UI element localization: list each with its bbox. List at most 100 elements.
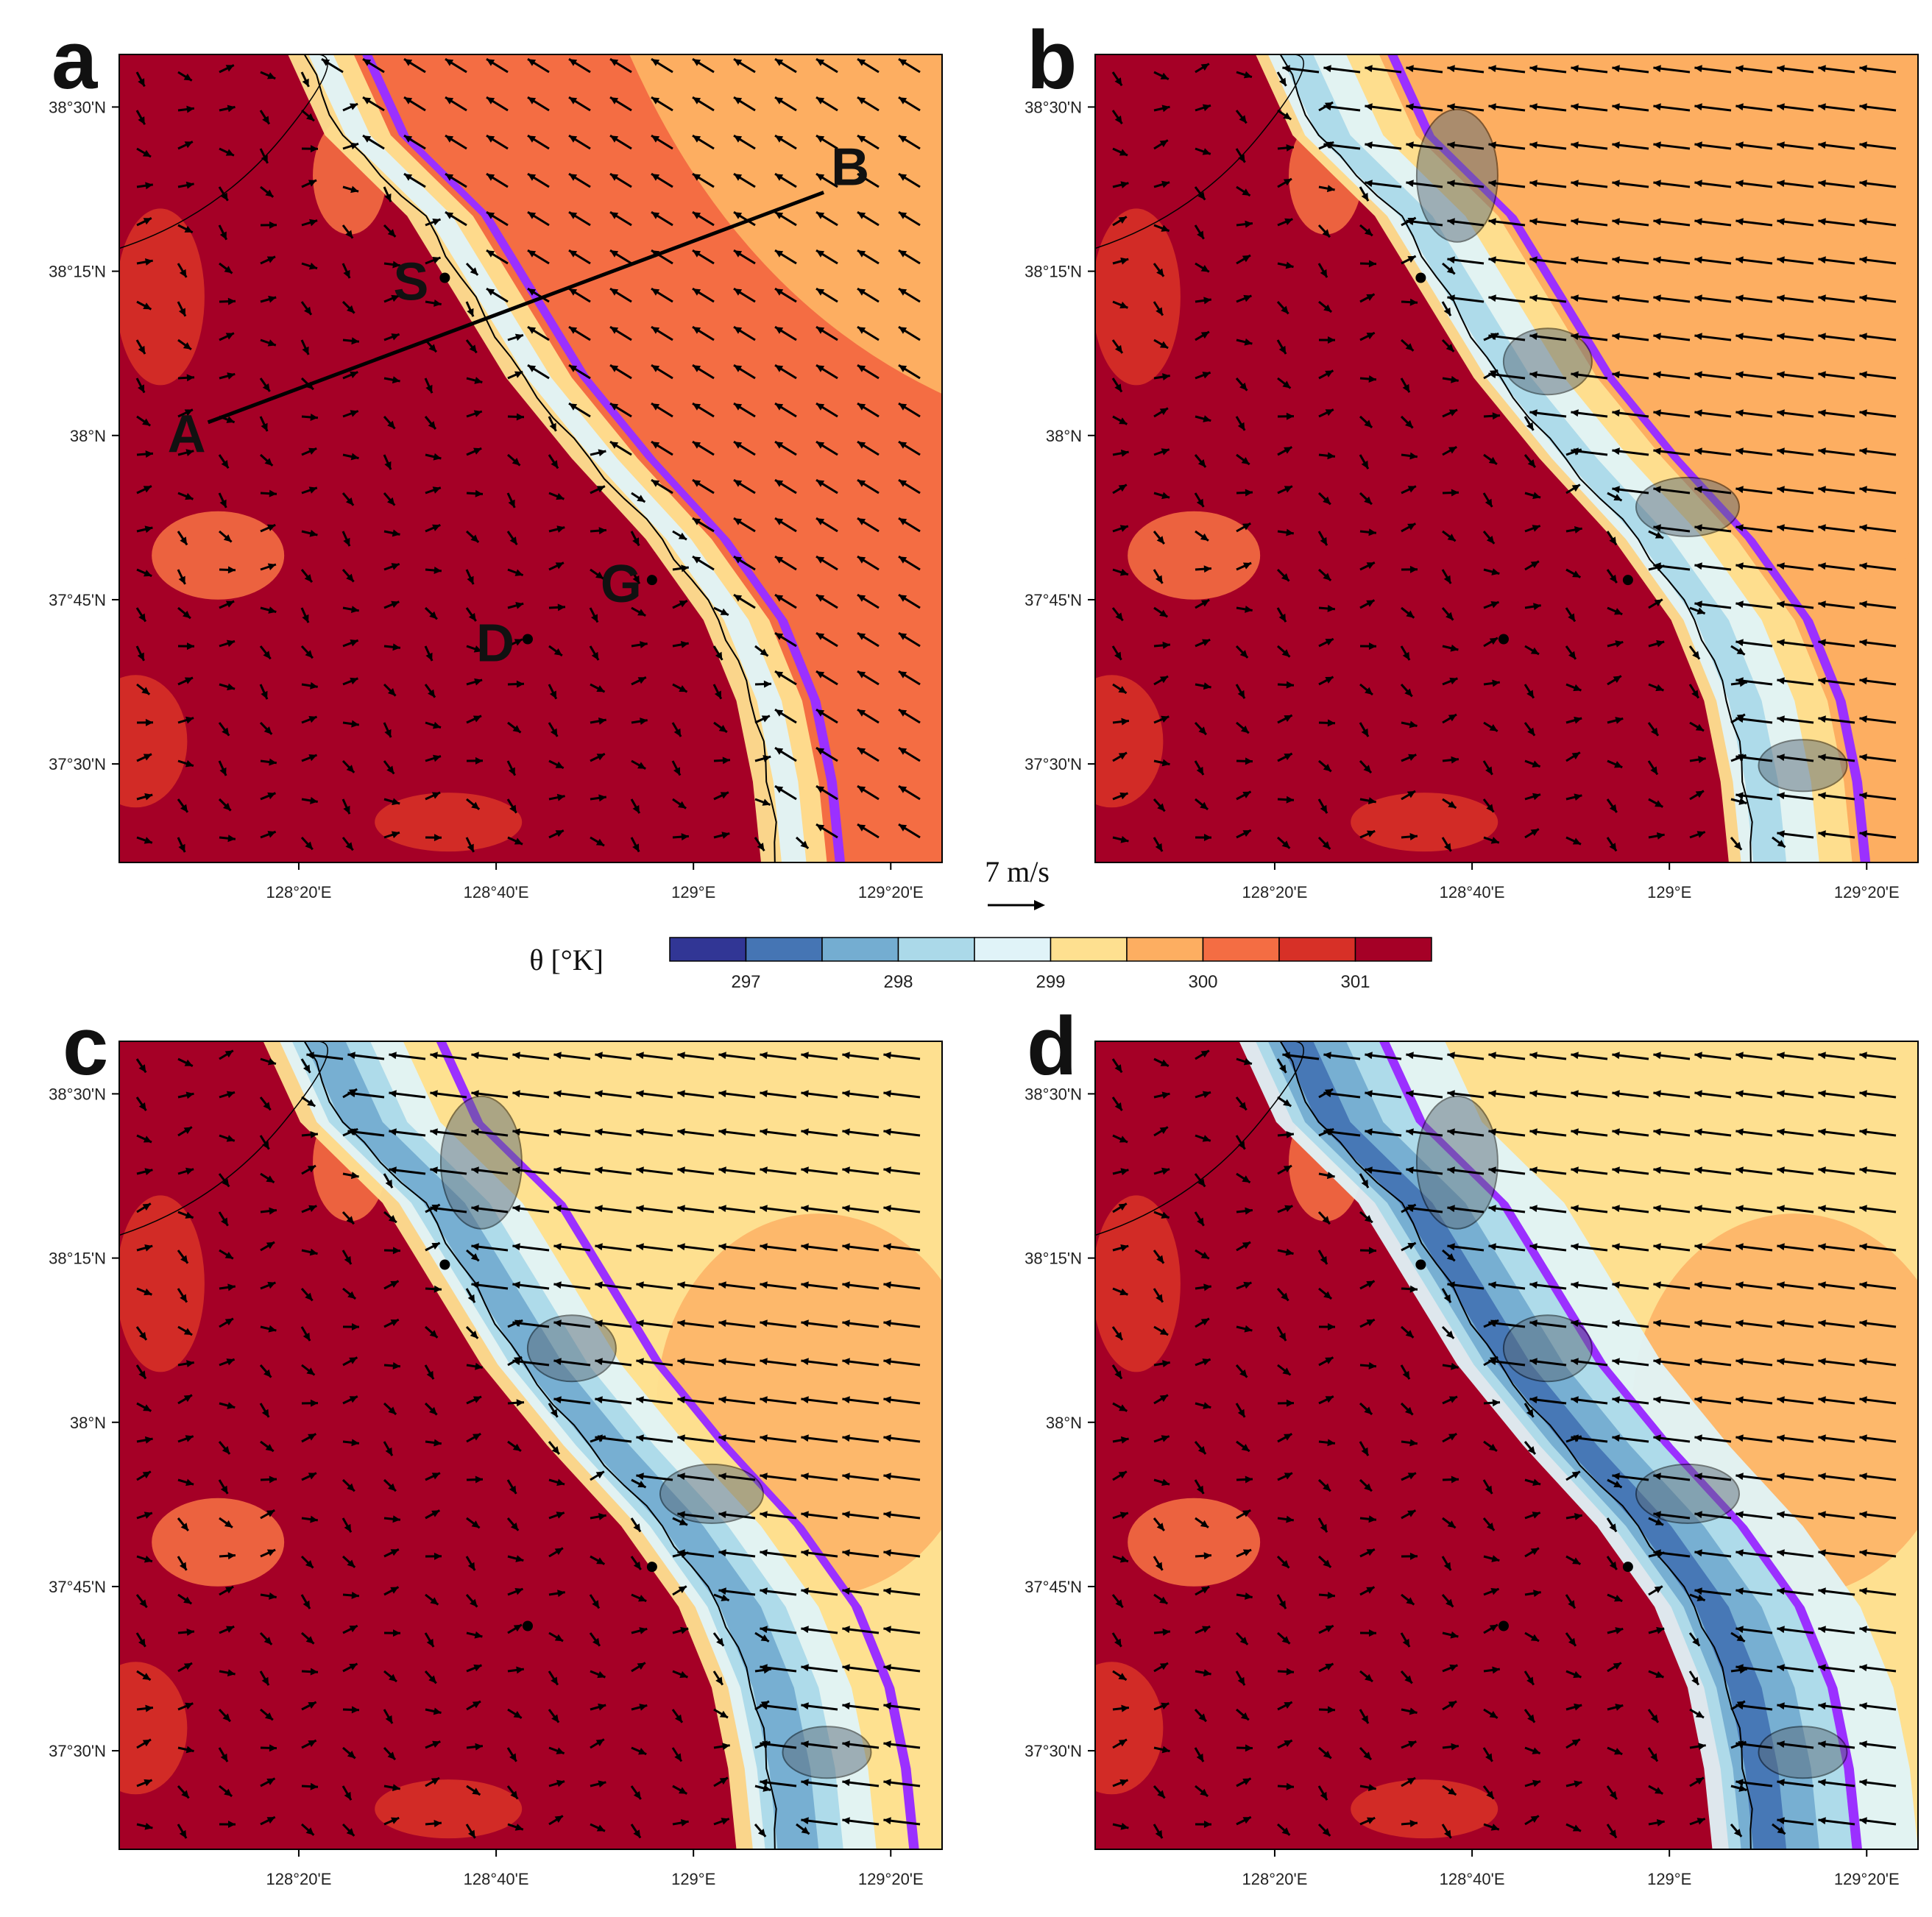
wind-vector-head [610, 97, 619, 104]
wind-vector-head [677, 1243, 685, 1251]
wind-vector-head [269, 489, 277, 497]
wind-vector-head [1322, 1828, 1331, 1836]
wind-vector-head [1653, 1090, 1661, 1098]
wind-vector-head [1818, 1128, 1826, 1136]
wind-vector-head [1735, 1319, 1744, 1328]
wind-vector-head [1859, 1779, 1867, 1787]
wind-vector-head [1653, 1358, 1661, 1366]
wind-vector-head [390, 1549, 399, 1556]
wind-vector-head [801, 1817, 809, 1825]
wind-vector-head [693, 288, 701, 296]
wind-vector-head [1656, 1818, 1665, 1826]
wind-vector-head [431, 1510, 440, 1517]
coastline [303, 54, 777, 862]
wind-vector-head [651, 174, 660, 181]
wind-vector-head [842, 1358, 850, 1366]
wind-vector-head [1203, 1552, 1211, 1560]
wind-vector-head [225, 149, 234, 156]
wind-vector-head [528, 59, 537, 66]
wind-vector-head [598, 794, 606, 802]
wind-vector-head [734, 212, 743, 219]
wind-vector-head [469, 344, 477, 353]
wind-vector-head [899, 786, 907, 793]
wind-vector-head [1777, 294, 1785, 302]
wind-vector-head [760, 1205, 768, 1213]
wind-vector-head [1818, 218, 1826, 226]
wind-vector-head [1278, 345, 1287, 354]
wind-vector-head [1161, 1091, 1170, 1099]
wind-vector-head [596, 1557, 605, 1565]
wind-vector-head [514, 1824, 523, 1831]
wind-vector-head [677, 1166, 685, 1174]
theta-patch [1351, 793, 1498, 852]
wind-vector-head [591, 651, 599, 661]
wind-vector-head [346, 305, 355, 313]
wind-vector-head [310, 1515, 318, 1523]
wind-vector-head [224, 1318, 233, 1326]
wind-vector-head [1366, 562, 1375, 570]
wind-vector-head [857, 480, 866, 487]
wind-vector-head [1532, 793, 1541, 801]
wind-vector-head [549, 690, 556, 699]
wind-vector-head [1200, 801, 1209, 809]
wind-vector-head [1650, 1753, 1657, 1762]
wind-vector-head [1320, 1255, 1328, 1265]
wind-vector-head [569, 288, 578, 296]
wind-vector-head [1327, 1706, 1335, 1714]
wind-vector-head [1818, 65, 1826, 73]
coastal-cool-band [1280, 54, 1787, 862]
wind-vector-head [445, 97, 454, 104]
wind-vector-head [1529, 218, 1538, 226]
wind-vector-head [1859, 486, 1867, 494]
theta-patch [1095, 1662, 1164, 1795]
wind-vector-head [1447, 1205, 1455, 1213]
wind-vector-head [269, 1475, 277, 1484]
wind-vector-head [227, 372, 236, 380]
wind-vector-head [1859, 600, 1867, 609]
wind-vector-head [1818, 180, 1826, 188]
wind-vector-head [385, 1447, 392, 1456]
wind-vector-head [430, 1090, 438, 1098]
colorbar-bin [897, 937, 975, 962]
wind-vector-head [569, 212, 578, 219]
wind-vector-head [144, 837, 152, 844]
wind-vector-head [184, 677, 194, 684]
wind-vector-head [1612, 1319, 1620, 1328]
wind-vector-head [473, 715, 481, 723]
wind-vector-head [515, 602, 524, 609]
station-d-dot [1498, 634, 1509, 645]
wind-vector-head [1325, 1396, 1334, 1403]
y-tick-label: 37°30'N [1025, 755, 1082, 773]
wind-vector-head [1818, 715, 1826, 723]
wind-vector-head [640, 641, 648, 649]
wind-vector-head [718, 1128, 726, 1136]
wind-vector-head [1242, 1778, 1251, 1785]
wind-vector-head [310, 1399, 318, 1407]
wind-vector-head [302, 78, 309, 87]
wind-vector-head [1326, 1172, 1335, 1180]
x-tick-label: 128°20'E [266, 883, 332, 901]
wind-vector-head [1529, 256, 1538, 264]
wind-vector-head [801, 1319, 809, 1328]
wind-vector-head [470, 267, 478, 275]
wind-vector-head [346, 765, 355, 773]
wind-vector-head [610, 288, 619, 296]
wind-vector-head [842, 1549, 850, 1557]
wind-vector-head [1242, 188, 1250, 196]
wind-vector-head [225, 333, 234, 340]
wind-vector-head [392, 1247, 400, 1255]
wind-vector-head [268, 606, 277, 614]
wind-vector-head [434, 567, 442, 575]
wind-vector-head [1489, 1624, 1498, 1632]
wind-vector-head [569, 59, 578, 66]
wind-vector-head [512, 1281, 520, 1289]
wind-vector-head [404, 59, 413, 66]
wind-vector-head [1735, 677, 1744, 685]
wind-vector-head [1488, 1281, 1496, 1289]
wind-vector-head [899, 174, 907, 181]
wind-vector-head [486, 174, 495, 181]
theta-patch [119, 208, 205, 386]
wind-vector-head [720, 792, 729, 799]
wind-vector-head [1655, 684, 1664, 692]
wind-vector-head [1119, 301, 1128, 309]
